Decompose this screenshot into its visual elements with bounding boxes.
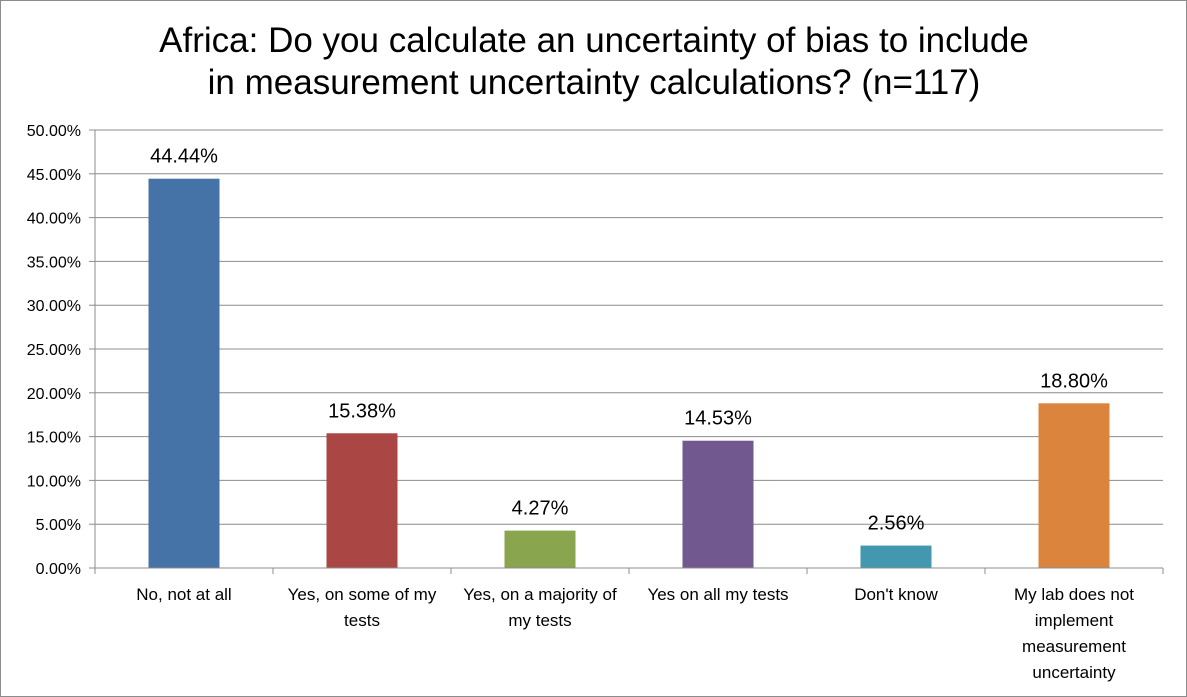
y-tick-label: 30.00%: [27, 298, 81, 315]
bars: [148, 178, 1110, 568]
chart-title-line: in measurement uncertainty calculations?…: [208, 63, 981, 102]
y-tick-label: 5.00%: [36, 517, 81, 534]
x-tick-label: Don't know: [854, 585, 938, 604]
y-tick-labels: 0.00% 5.00% 10.00% 15.00% 20.00% 25.00% 30.00%…: [27, 123, 81, 578]
data-label: 18.80%: [1040, 370, 1108, 392]
bar: [326, 433, 398, 568]
data-labels: 44.44% 15.38% 4.27% 14.53% 2.56% 18.80%: [150, 146, 1108, 535]
x-tick-label: My lab does not: [1014, 585, 1134, 604]
y-tick-label: 35.00%: [27, 254, 81, 271]
data-label: 44.44%: [150, 146, 218, 168]
y-tick-label: 45.00%: [27, 167, 81, 184]
bar: [682, 440, 754, 568]
data-label: 14.53%: [684, 408, 752, 430]
x-tick-label: implement: [1035, 611, 1114, 630]
bar: [504, 530, 576, 568]
bar: [860, 545, 932, 568]
x-tick-label: Yes on all my tests: [647, 585, 788, 604]
chart-title: Africa: Do you calculate an uncertainty …: [159, 21, 1029, 102]
x-tick-label: No, not at all: [136, 585, 231, 604]
bar: [1038, 403, 1110, 568]
x-tick-label: tests: [344, 611, 380, 630]
x-tick-label: uncertainty: [1032, 663, 1116, 682]
data-label: 4.27%: [512, 498, 569, 520]
data-label: 15.38%: [328, 400, 396, 422]
data-label: 2.56%: [868, 513, 925, 535]
x-tick-label: Yes, on some of my: [288, 585, 437, 604]
y-tick-label: 20.00%: [27, 386, 81, 403]
gridlines: [95, 129, 1163, 525]
x-tick-label: measurement: [1022, 637, 1126, 656]
x-tick-label: Yes, on a majority of: [463, 585, 617, 604]
y-tick-label: 0.00%: [36, 561, 81, 578]
chart-title-line: Africa: Do you calculate an uncertainty …: [159, 21, 1029, 60]
y-tick-label: 40.00%: [27, 211, 81, 228]
y-tick-label: 25.00%: [27, 342, 81, 359]
y-tick-label: 15.00%: [27, 430, 81, 447]
y-tick-label: 50.00%: [27, 123, 81, 140]
x-tick-labels: No, not at all Yes, on some of my tests Yes…: [136, 585, 1134, 682]
x-tick-label: my tests: [508, 611, 571, 630]
bar: [148, 178, 220, 568]
axes: [89, 129, 1164, 574]
y-tick-label: 10.00%: [27, 473, 81, 490]
